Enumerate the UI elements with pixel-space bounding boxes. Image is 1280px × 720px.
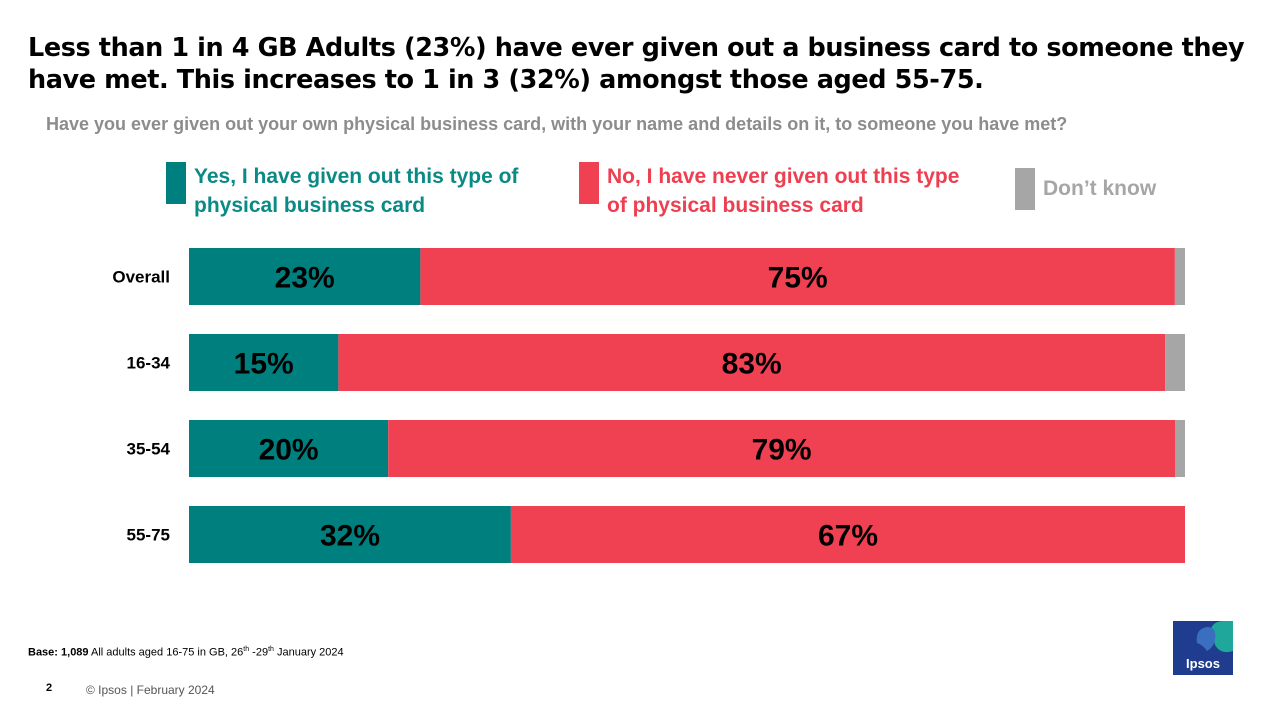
bar-segment	[189, 506, 511, 563]
legend-label-yes: Yes, I have given out this type of physi…	[194, 165, 519, 217]
legend-label-no: No, I have never given out this type of …	[607, 165, 960, 217]
data-label: 79%	[752, 434, 812, 467]
bar-segment	[420, 248, 1175, 305]
base-note-text: All adults aged 16-75 in GB, 26	[88, 646, 244, 659]
copyright-text: © Ipsos | February 2024	[86, 683, 215, 697]
legend-label-dont-know: Don’t know	[1043, 177, 1157, 200]
page-title: Less than 1 in 4 GB Adults (23%) have ev…	[28, 33, 1245, 95]
base-note-end: January 2024	[273, 646, 344, 659]
bar-segment	[1165, 334, 1185, 391]
bar-segment	[189, 248, 421, 305]
base-note-sup1: th	[243, 646, 250, 653]
base-note-mid: -29	[249, 646, 269, 659]
logo-text: Ipsos	[1186, 656, 1220, 671]
bar-segment	[1175, 420, 1185, 477]
data-label: 23%	[275, 262, 335, 295]
bar-segment	[510, 506, 1185, 563]
data-label: 15%	[234, 348, 294, 381]
category-label: 35-54	[127, 440, 171, 459]
survey-question: Have you ever given out your own physica…	[46, 114, 1068, 134]
legend-swatch-dont-know	[1015, 168, 1035, 210]
data-label: 67%	[818, 520, 878, 553]
data-label: 20%	[259, 434, 319, 467]
data-label: 32%	[320, 520, 380, 553]
bar-segment	[189, 420, 389, 477]
category-label: 16-34	[127, 354, 171, 373]
bar-segment	[189, 334, 339, 391]
bar-segment	[1174, 248, 1185, 305]
logo-graphic	[1196, 621, 1233, 653]
base-note-count: Base: 1,089	[28, 646, 89, 659]
data-label: 75%	[768, 262, 828, 295]
legend-item-dont-know: Don’t know	[1015, 168, 1215, 210]
bar-segment	[338, 334, 1166, 391]
category-label: Overall	[112, 268, 170, 287]
page-number: 2	[46, 682, 53, 694]
base-note: Base: 1,089 All adults aged 16-75 in GB,…	[28, 646, 344, 659]
legend-item-yes: Yes, I have given out this type of physi…	[166, 162, 546, 220]
data-label: 83%	[722, 348, 782, 381]
legend-swatch-no	[579, 162, 599, 204]
legend-item-no: No, I have never given out this type of …	[579, 162, 979, 220]
category-label: 55-75	[127, 526, 170, 545]
ipsos-logo: Ipsos	[1173, 621, 1233, 675]
base-note-sup2: th	[268, 646, 274, 653]
legend-swatch-yes	[166, 162, 186, 204]
bar-segment	[388, 420, 1175, 477]
stacked-bar-chart: Overall 23% 75% 16-34 15% 83% 35-54 20% 79% 55-75…	[112, 248, 1185, 563]
